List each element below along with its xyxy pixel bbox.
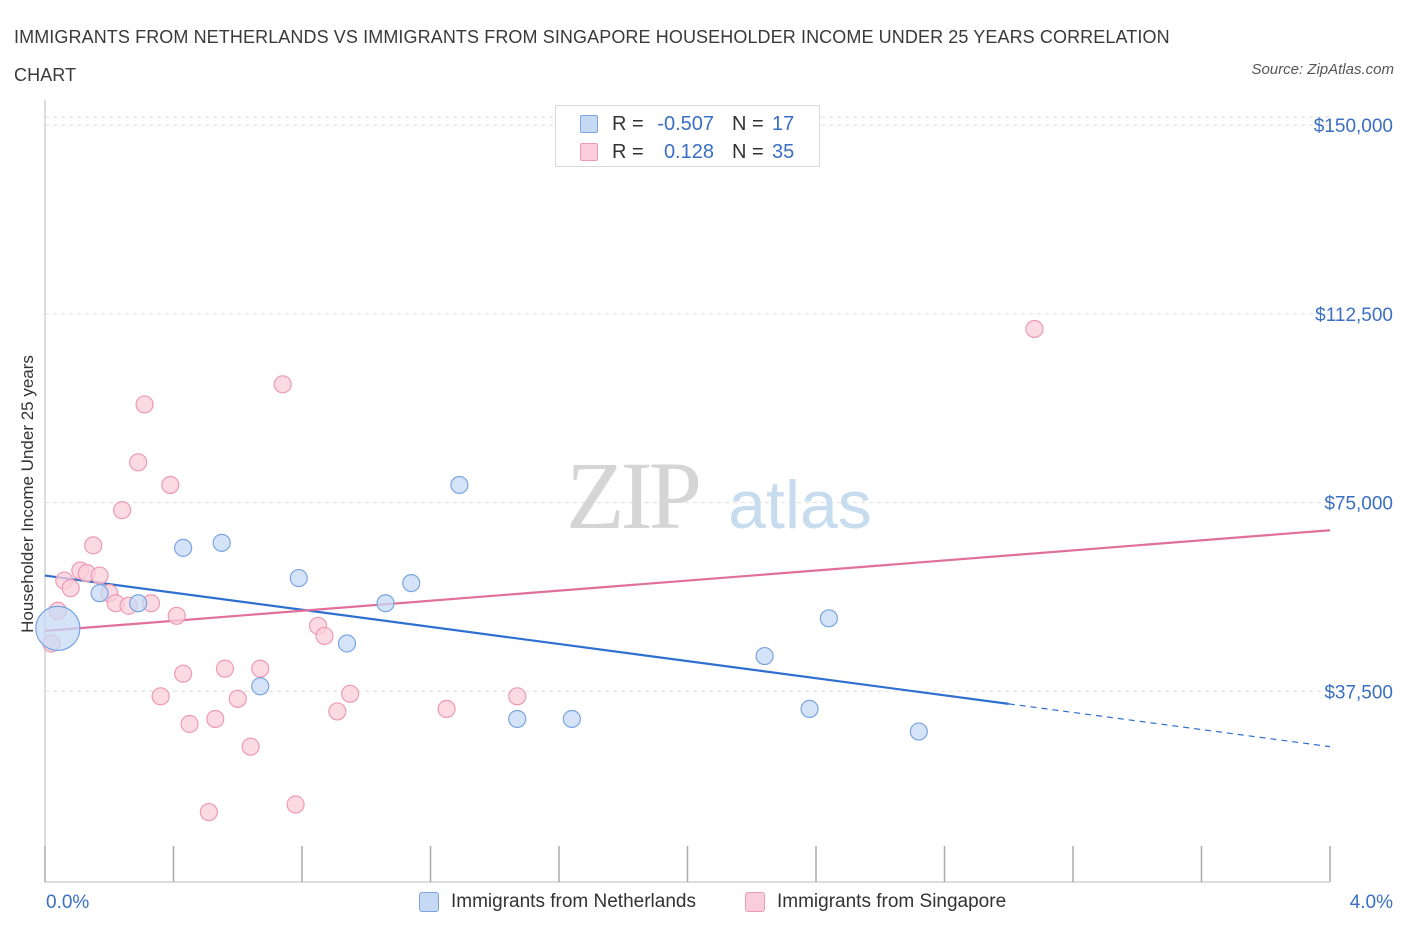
singapore-point	[199, 802, 218, 822]
netherlands-trend-extension	[1008, 703, 1331, 748]
netherlands-point	[376, 594, 395, 613]
singapore-point	[112, 501, 132, 520]
singapore-swatch	[580, 143, 598, 161]
singapore-point	[315, 626, 334, 646]
r-label: R =	[612, 140, 644, 163]
singapore-point	[161, 475, 180, 495]
y-tick-label: $75,000	[1324, 494, 1393, 515]
netherlands-point	[129, 594, 148, 613]
n-label: N =	[732, 112, 764, 135]
singapore-point	[215, 659, 234, 678]
singapore-point	[151, 687, 170, 706]
singapore-trend-line	[44, 529, 1331, 632]
netherlands-point	[909, 722, 928, 741]
legend-row-singapore: R = 0.128 N = 35	[580, 140, 794, 164]
watermark-atlas: atlas	[728, 467, 872, 543]
x-tick-labels: 0.0% 4.0%	[46, 892, 1393, 913]
chart-title: IMMIGRANTS FROM NETHERLANDS VS IMMIGRANT…	[14, 27, 1170, 85]
legend-row-netherlands: R = -0.507 N = 17	[580, 112, 794, 136]
singapore-point	[328, 702, 347, 721]
netherlands-point	[819, 609, 838, 628]
x-tick-label: 0.0%	[46, 892, 89, 913]
netherlands-point	[90, 584, 109, 603]
singapore-point	[129, 453, 148, 472]
singapore-point	[174, 664, 193, 683]
n-value: 35	[772, 140, 795, 163]
singapore-point	[241, 737, 260, 756]
netherlands-point	[402, 573, 421, 593]
singapore-point	[1025, 319, 1044, 339]
singapore-point	[61, 579, 80, 598]
n-label: N =	[732, 140, 764, 163]
y-axis-title: Householder Income Under 25 years	[18, 355, 37, 633]
netherlands-point	[35, 605, 81, 651]
singapore-point	[508, 687, 527, 706]
source-label: Source: ZipAtlas.com	[1251, 61, 1394, 78]
x-tick-label: 4.0%	[1350, 892, 1393, 913]
r-value: 0.128	[663, 140, 714, 163]
netherlands-legend-swatch	[419, 892, 439, 912]
netherlands-swatch	[580, 115, 598, 133]
singapore-point	[206, 709, 225, 729]
singapore-point	[90, 566, 109, 585]
bottom-legend-singapore: Immigrants from Singapore	[745, 889, 1006, 915]
y-tick-labels: $37,500 $75,000 $112,500 $150,000	[1314, 116, 1393, 703]
n-value: 17	[772, 112, 795, 135]
correlation-legend: R = -0.507 N = 17 R = 0.128 N = 35	[555, 105, 820, 167]
singapore-point	[135, 395, 154, 414]
netherlands-point	[755, 646, 774, 666]
bottom-legend-netherlands: Immigrants from Netherlands	[419, 889, 696, 915]
netherlands-point	[212, 533, 231, 552]
netherlands-point	[450, 475, 469, 495]
netherlands-point	[508, 709, 527, 729]
singapore-point	[273, 375, 292, 394]
singapore-point	[437, 699, 456, 719]
singapore-point	[180, 714, 199, 734]
netherlands-point	[251, 677, 270, 696]
netherlands-point	[174, 538, 193, 557]
data-points	[35, 319, 1044, 822]
netherlands-point	[562, 709, 581, 729]
grid-lines	[45, 116, 1330, 692]
netherlands-point	[289, 568, 308, 588]
watermark: ZIP atlas	[566, 442, 872, 549]
singapore-point	[341, 684, 360, 703]
netherlands-legend-label: Immigrants from Netherlands	[451, 891, 696, 912]
singapore-legend-swatch	[745, 892, 765, 912]
netherlands-trend-line	[44, 574, 1009, 705]
trend-lines	[44, 529, 1331, 748]
watermark-zip: ZIP	[566, 442, 699, 549]
singapore-legend-label: Immigrants from Singapore	[777, 891, 1007, 912]
netherlands-point	[337, 634, 357, 653]
netherlands-point	[800, 699, 819, 719]
singapore-point	[251, 659, 270, 678]
singapore-point	[167, 606, 186, 625]
singapore-point	[286, 795, 305, 814]
axes	[44, 100, 1331, 883]
r-value: -0.507	[657, 112, 714, 135]
singapore-point	[228, 689, 247, 708]
y-tick-label: $37,500	[1324, 682, 1393, 703]
r-label: R =	[612, 112, 644, 135]
y-tick-label: $150,000	[1314, 116, 1393, 137]
y-tick-label: $112,500	[1315, 305, 1393, 326]
singapore-point	[84, 536, 103, 555]
